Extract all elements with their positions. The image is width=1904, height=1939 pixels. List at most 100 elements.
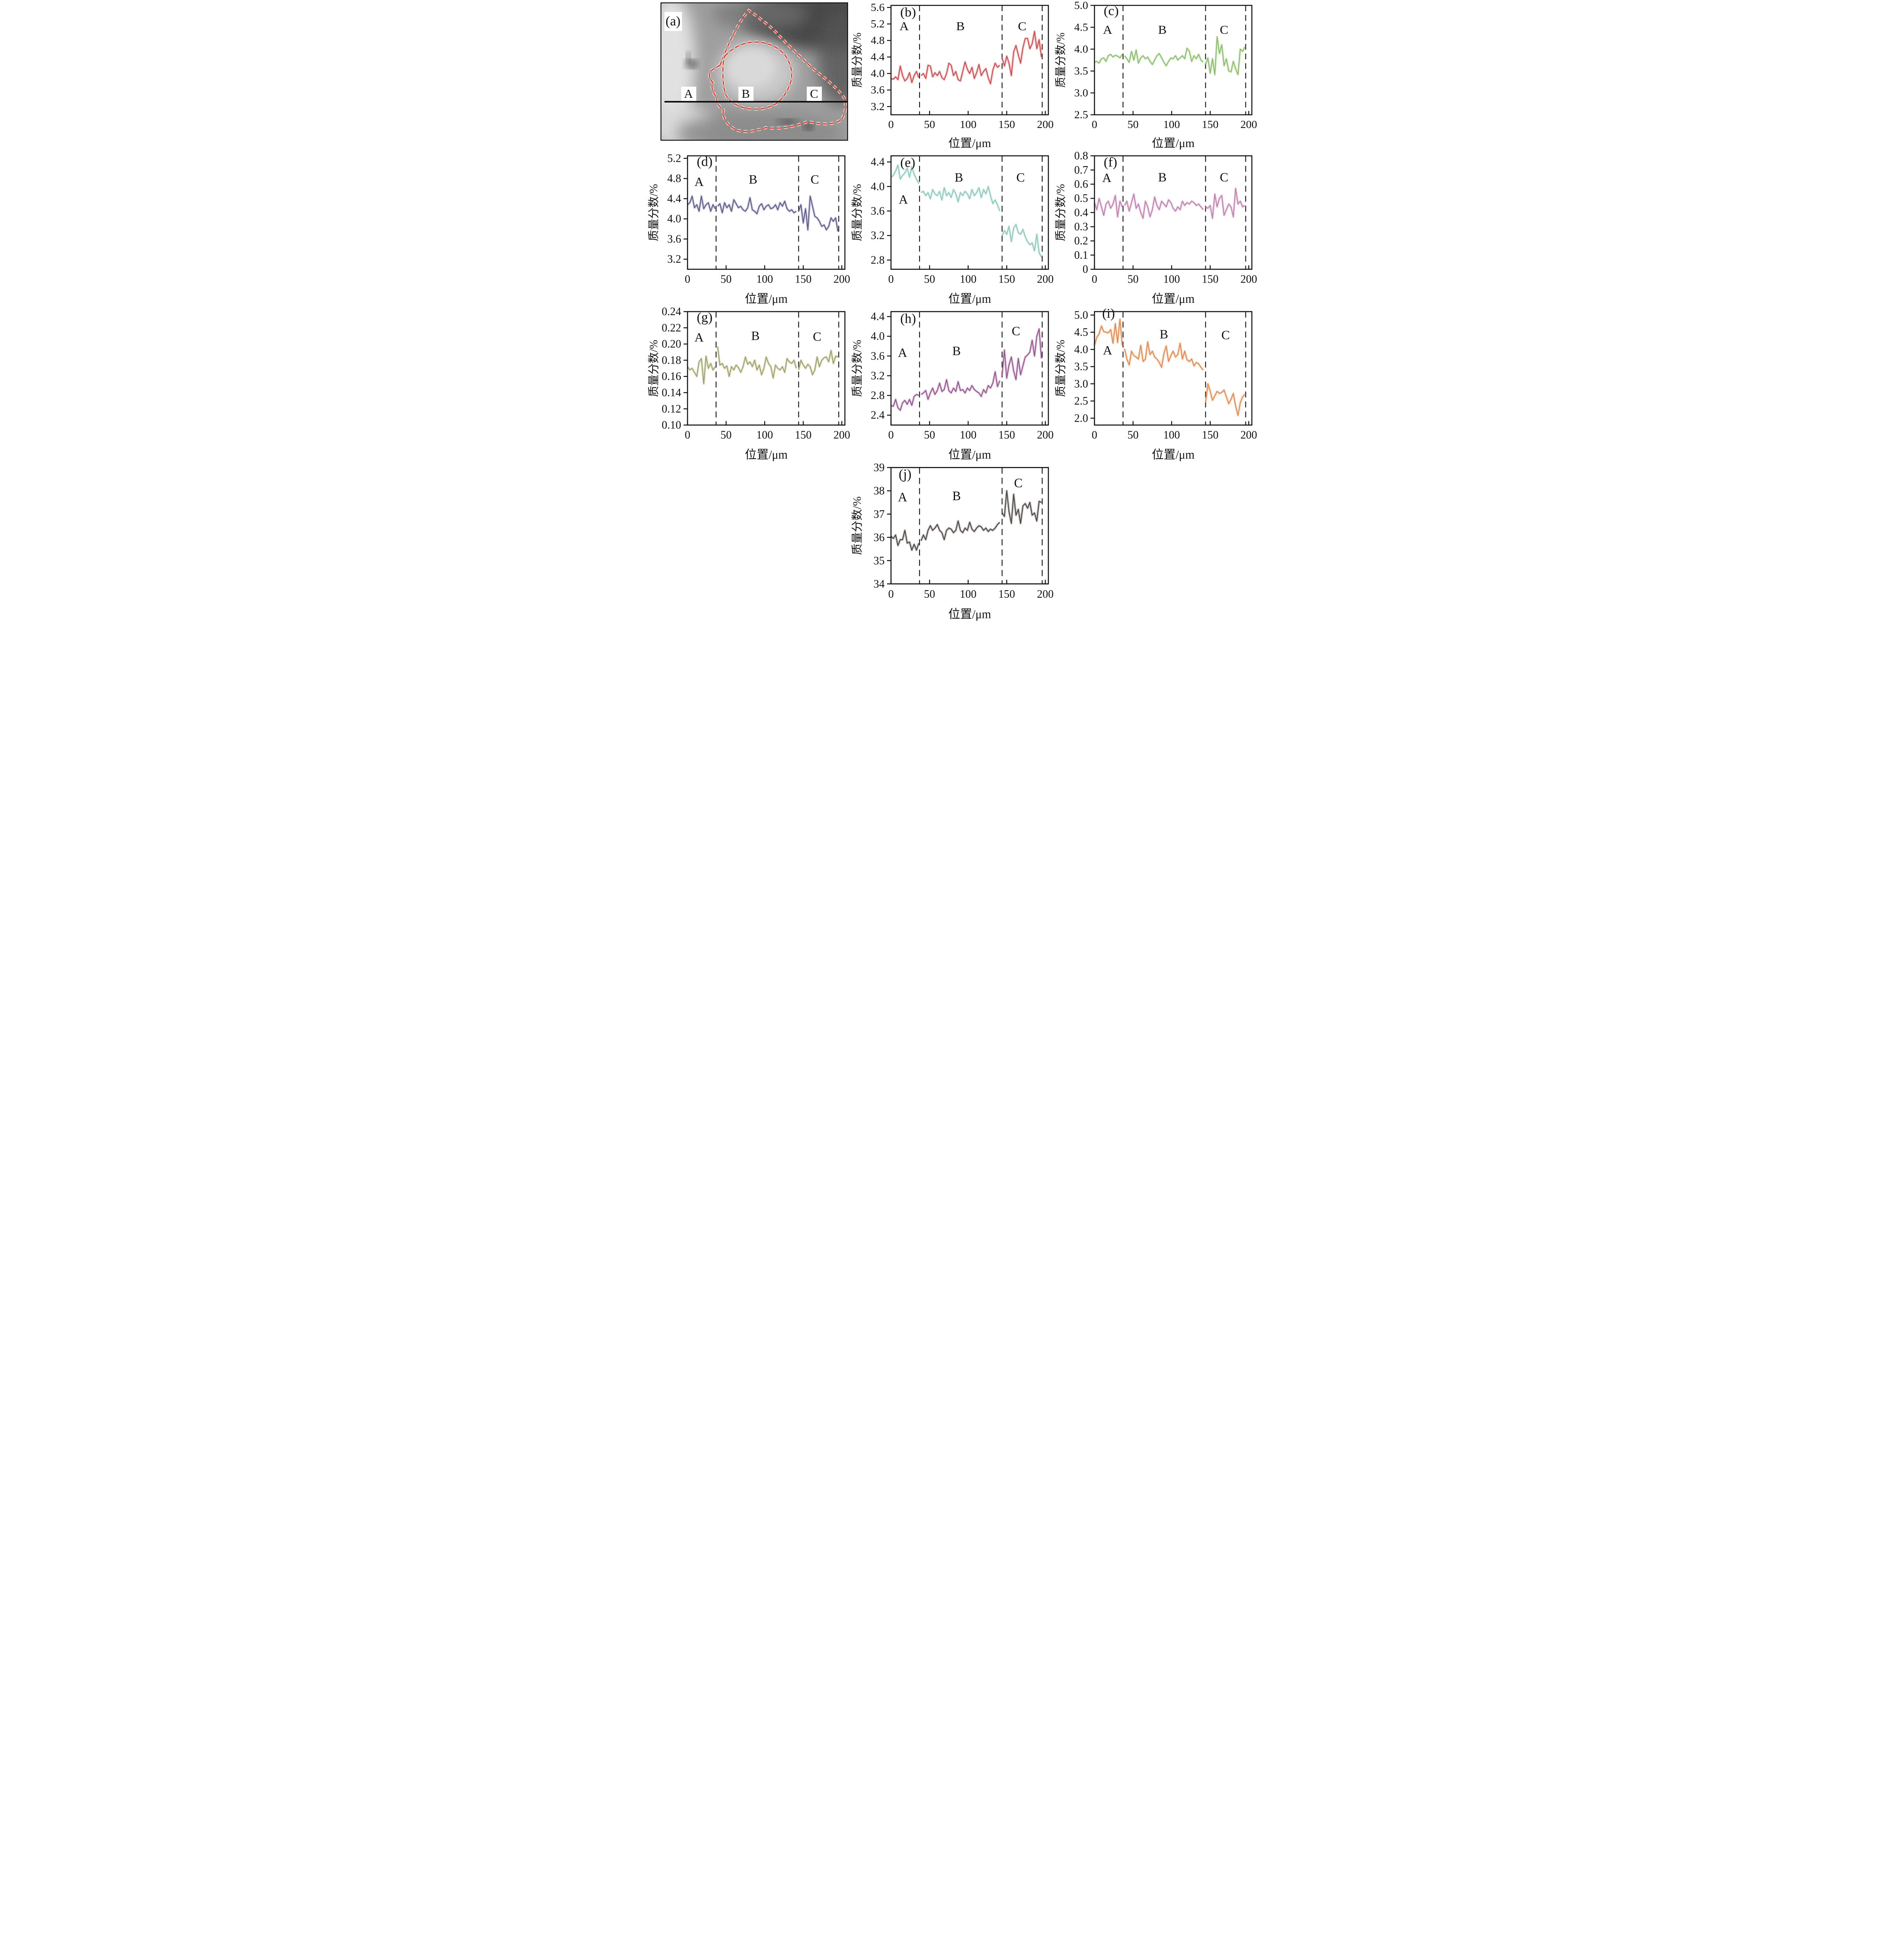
x-axis-title: 位置/μm [1152,137,1195,150]
region-label-c: C [1011,324,1020,338]
x-axis-title: 位置/μm [745,292,788,306]
y-tick-label: 3.6 [871,205,885,217]
x-axis-title: 位置/μm [948,448,991,461]
y-tick-label: 0.8 [1074,150,1088,162]
x-axis-title: 位置/μm [1152,292,1195,306]
region-label-b: B [749,172,757,186]
region-label-a: A [1102,170,1111,185]
series-line-b-0 [891,66,919,83]
y-tick-label: 0.12 [662,403,681,415]
panel-letter: (c) [1104,4,1119,18]
x-tick-label: 150 [795,273,812,286]
y-tick-label: 0.22 [662,322,681,334]
y-tick-label: 4.0 [1074,343,1088,356]
region-label-b: B [952,489,961,504]
y-tick-label: 3.5 [1074,360,1088,373]
axes-box [687,155,845,270]
y-tick-label: 0.3 [1074,221,1088,233]
y-tick-label: 39 [874,462,885,474]
panel-letter: (j) [899,467,911,482]
y-tick-label: 0.2 [1074,235,1088,247]
y-tick-label: 0.5 [1074,192,1088,205]
y-tick-label: 0.20 [662,338,681,351]
y-tick-label: 5.6 [871,1,885,14]
region-label-c: C [1220,170,1228,184]
y-axis-title: 质量分数/% [851,184,864,241]
region-label-a: A [681,87,696,101]
series-line-c-2 [1205,36,1245,75]
scan-line [664,101,847,103]
x-tick-label: 100 [1163,118,1180,130]
axes-box [890,155,1049,270]
y-tick-label: 4.4 [871,156,885,168]
x-tick-label: 150 [998,429,1015,442]
y-tick-label: 0.1 [1074,249,1088,262]
series-line-c-0 [1094,54,1123,64]
x-axis-title: 位置/μm [948,137,991,150]
series-line-e-2 [1001,224,1042,258]
x-tick-label: 50 [721,429,732,442]
chart-c: 2.5 3.0 3.5 4.0 4.5 5.0 0 50 100 150 200 位置/μm 质量分数/… [1054,0,1257,150]
series-line-f-2 [1205,188,1245,219]
panel-f: 0 0.1 0.2 0.3 0.4 0.5 0.6 0.7 0.8 0 50 100 150 200 位置/… [1054,150,1257,306]
region-label-b: B [1158,23,1166,37]
y-tick-label: 0.24 [662,306,681,318]
y-tick-label: 2.5 [1074,395,1088,407]
series-line-i-0 [1094,318,1123,346]
x-tick-label: 100 [1163,429,1180,442]
x-tick-label: 150 [795,429,812,442]
y-tick-label: 34 [874,578,885,590]
series-halo-f-1 [1123,193,1204,220]
y-tick-label: 4.0 [1074,43,1088,55]
series-line-g-2 [798,350,838,376]
region-label-c: C [806,87,822,101]
x-tick-label: 100 [960,429,976,442]
x-tick-label: 200 [1037,429,1054,442]
y-tick-label: 3.5 [1074,65,1088,77]
micrograph-image [660,2,848,141]
region-label-b: B [751,328,759,343]
region-label-a: A [694,330,703,344]
x-tick-label: 100 [960,118,976,130]
region-label-b: B [1160,327,1168,341]
region-label-c: C [1014,476,1022,491]
region-label-b: B [952,343,961,358]
chart-e: 2.8 3.2 3.6 4.0 4.4 0 50 100 150 200 位置/μm 质量分数/% (e… [851,155,1054,306]
panel-letter: (i) [1102,306,1115,321]
x-tick-label: 0 [888,118,894,130]
x-tick-label: 0 [888,273,894,286]
x-tick-label: 0 [1092,273,1097,286]
x-tick-label: 100 [1163,273,1180,286]
y-tick-label: 3.6 [871,84,885,96]
chart-h: 2.4 2.8 3.2 3.6 4.0 4.4 0 50 100 150 200 位置/μm 质量分数/… [851,310,1054,461]
region-label-b: B [956,19,965,33]
x-tick-label: 0 [888,429,894,442]
chart-g: 0.10 0.12 0.14 0.16 0.18 0.20 0.22 0.24 0 50 100 15… [647,306,850,461]
y-tick-label: 4.5 [1074,326,1088,339]
panel-letter: (b) [900,5,916,19]
axes-box [1094,311,1252,426]
panel-letter: (f) [1104,155,1117,170]
x-tick-label: 200 [1037,588,1054,600]
series-line-d-0 [687,196,716,212]
series-line-h-2 [1001,328,1042,380]
region-label-c: C [1016,170,1025,184]
y-tick-label: 0.18 [662,354,681,366]
y-tick-label: 36 [874,531,885,544]
x-tick-label: 50 [924,429,935,442]
x-tick-label: 0 [1092,429,1097,442]
y-tick-label: 0.16 [662,370,681,383]
y-tick-label: 5.2 [871,17,885,30]
x-tick-label: 0 [1092,118,1097,130]
x-tick-label: 50 [721,273,732,286]
region-label-c: C [813,329,821,343]
y-tick-label: 4.4 [871,51,885,63]
y-tick-label: 4.4 [871,310,885,323]
series-line-c-1 [1124,48,1204,66]
y-tick-label: 5.2 [667,152,681,165]
series-halo-j-2 [1001,489,1042,525]
outer-region-outline [708,8,847,133]
panel-e: 2.8 3.2 3.6 4.0 4.4 0 50 100 150 200 位置/μm 质量分数/% (e… [850,150,1054,306]
series-line-b-2 [1001,31,1042,76]
x-tick-label: 0 [685,273,690,286]
